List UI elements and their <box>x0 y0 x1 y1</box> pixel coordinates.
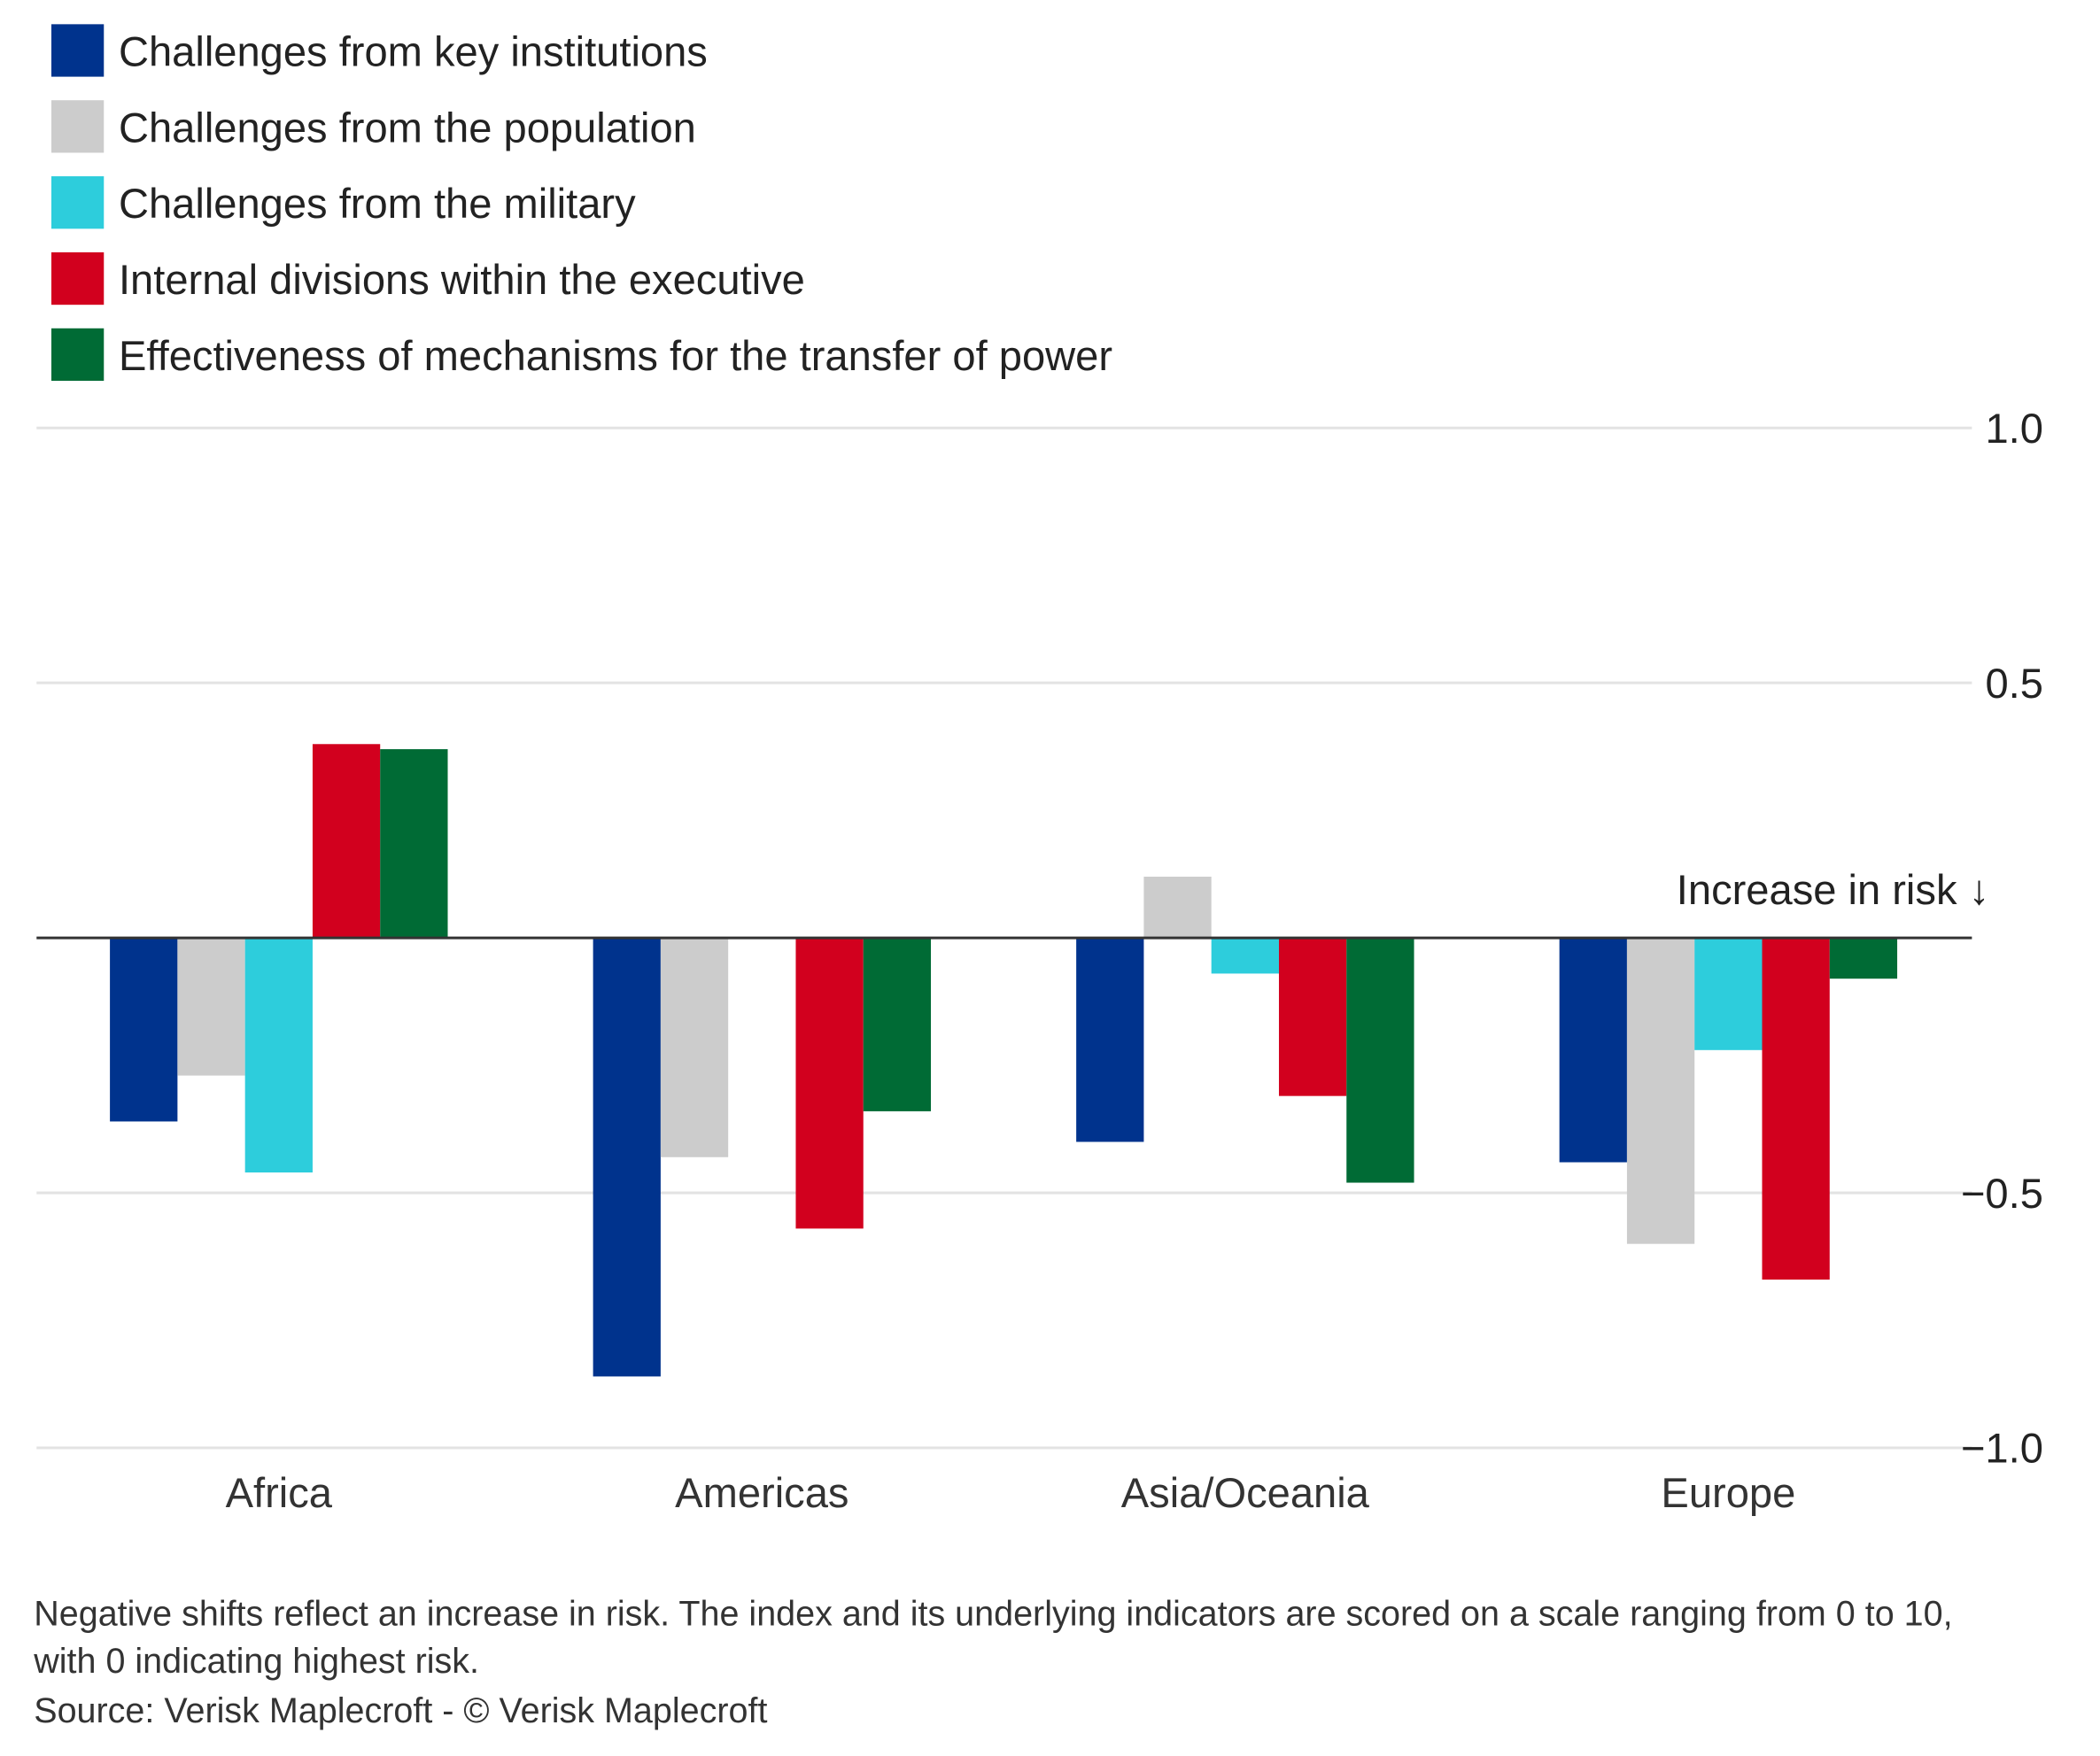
bar <box>593 938 661 1377</box>
gridlines <box>36 426 1972 1450</box>
bars <box>110 744 1898 1377</box>
bar <box>244 938 313 1173</box>
bar <box>1559 938 1627 1163</box>
bar <box>312 744 381 939</box>
bar <box>1626 938 1695 1244</box>
bar <box>1762 938 1830 1280</box>
bar <box>795 938 864 1229</box>
legend-label: Effectiveness of mechanisms for the tran… <box>119 332 1112 379</box>
bar <box>660 938 729 1157</box>
legend-label: Challenges from the population <box>119 104 696 151</box>
legend: Challenges from key institutions Challeng… <box>51 24 1112 382</box>
bar <box>1211 938 1279 974</box>
y-axis-ticks: 1.0 0.5 −0.5 −1.0 <box>1961 405 2043 1472</box>
bar <box>1694 938 1763 1050</box>
bar <box>1278 938 1347 1096</box>
x-axis-labels: Africa Americas Asia/Oceania Europe <box>226 1469 1796 1516</box>
bar <box>1143 877 1212 939</box>
legend-label: Internal divisions within the executive <box>119 256 805 303</box>
legend-swatch <box>51 176 105 229</box>
legend-swatch <box>51 100 105 153</box>
bar <box>177 938 245 1076</box>
bar <box>1829 938 1898 979</box>
bar <box>863 938 932 1111</box>
bar <box>1346 938 1414 1183</box>
y-tick-label: 1.0 <box>1985 405 2042 452</box>
y-tick-label: −1.0 <box>1961 1425 2043 1472</box>
legend-swatch <box>51 251 105 306</box>
annotation-increase-in-risk: Increase in risk ↓ <box>1677 866 1989 913</box>
footnote-line-1: Negative shifts reflect an increase in r… <box>34 1595 1952 1634</box>
legend-swatch <box>51 328 105 382</box>
x-tick-label: Africa <box>226 1469 333 1516</box>
y-tick-label: −0.5 <box>1961 1170 2043 1217</box>
legend-label: Challenges from key institutions <box>119 27 708 74</box>
legend-label: Challenges from the military <box>119 180 636 227</box>
footnote-line-2: with 0 indicating highest risk. <box>33 1642 479 1681</box>
x-tick-label: Americas <box>675 1469 849 1516</box>
bar <box>110 938 178 1122</box>
x-tick-label: Europe <box>1661 1469 1795 1516</box>
bar <box>380 749 448 939</box>
bar <box>1076 938 1144 1142</box>
source-note: Source: Verisk Maplecroft - © Verisk Map… <box>34 1691 767 1730</box>
x-tick-label: Asia/Oceania <box>1121 1469 1370 1516</box>
y-tick-label: 0.5 <box>1985 660 2042 707</box>
legend-swatch <box>51 24 105 77</box>
